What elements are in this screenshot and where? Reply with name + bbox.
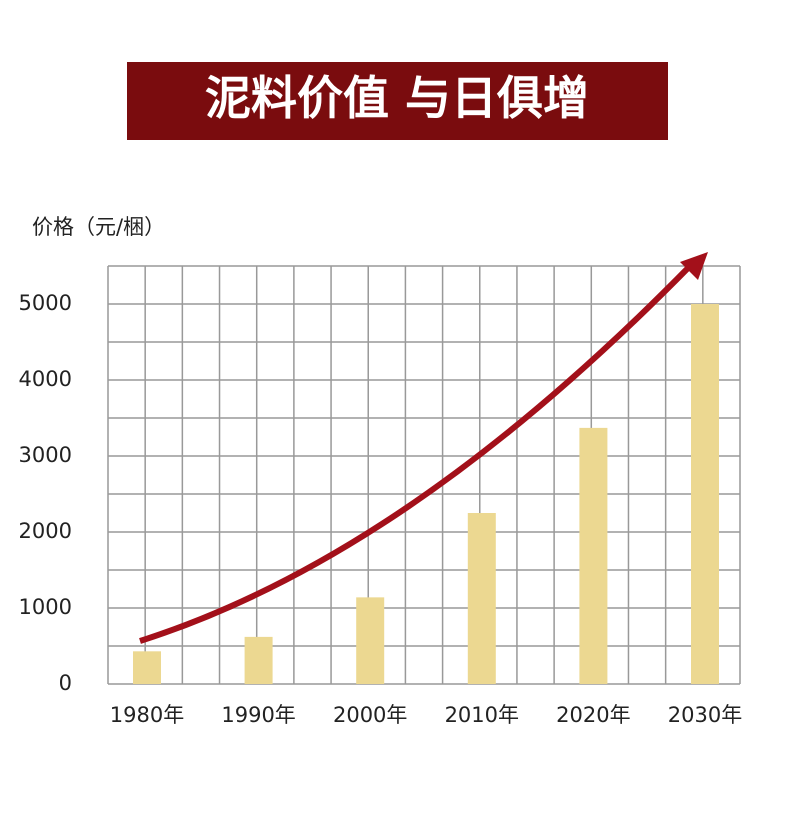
- bar: [579, 427, 608, 684]
- y-axis-label: 价格（元/梱）: [32, 215, 165, 239]
- bar: [467, 513, 496, 684]
- bar: [356, 597, 385, 684]
- y-tick-label: 2000: [19, 519, 72, 543]
- x-tick-label: 2030年: [668, 703, 742, 727]
- y-tick-label: 3000: [19, 443, 72, 467]
- y-tick-label: 0: [59, 671, 72, 695]
- bars: [133, 304, 719, 684]
- y-tick-label: 1000: [19, 595, 72, 619]
- arrow-head: [680, 252, 708, 280]
- bar: [691, 304, 719, 684]
- trend-arrow: [139, 252, 708, 644]
- chart-title: 泥料价值 与日俱增: [205, 71, 589, 125]
- x-tick-label: 2000年: [333, 703, 407, 727]
- title-banner: [127, 62, 668, 140]
- bar: [244, 636, 273, 684]
- arrow-curve: [139, 263, 693, 644]
- y-tick-label: 5000: [19, 291, 72, 315]
- y-tick-label: 4000: [19, 367, 72, 391]
- x-tick-label: 2010年: [445, 703, 519, 727]
- bar: [133, 651, 161, 684]
- x-tick-label: 1980年: [110, 703, 184, 727]
- x-tick-label: 2020年: [556, 703, 630, 727]
- x-tick-label: 1990年: [221, 703, 295, 727]
